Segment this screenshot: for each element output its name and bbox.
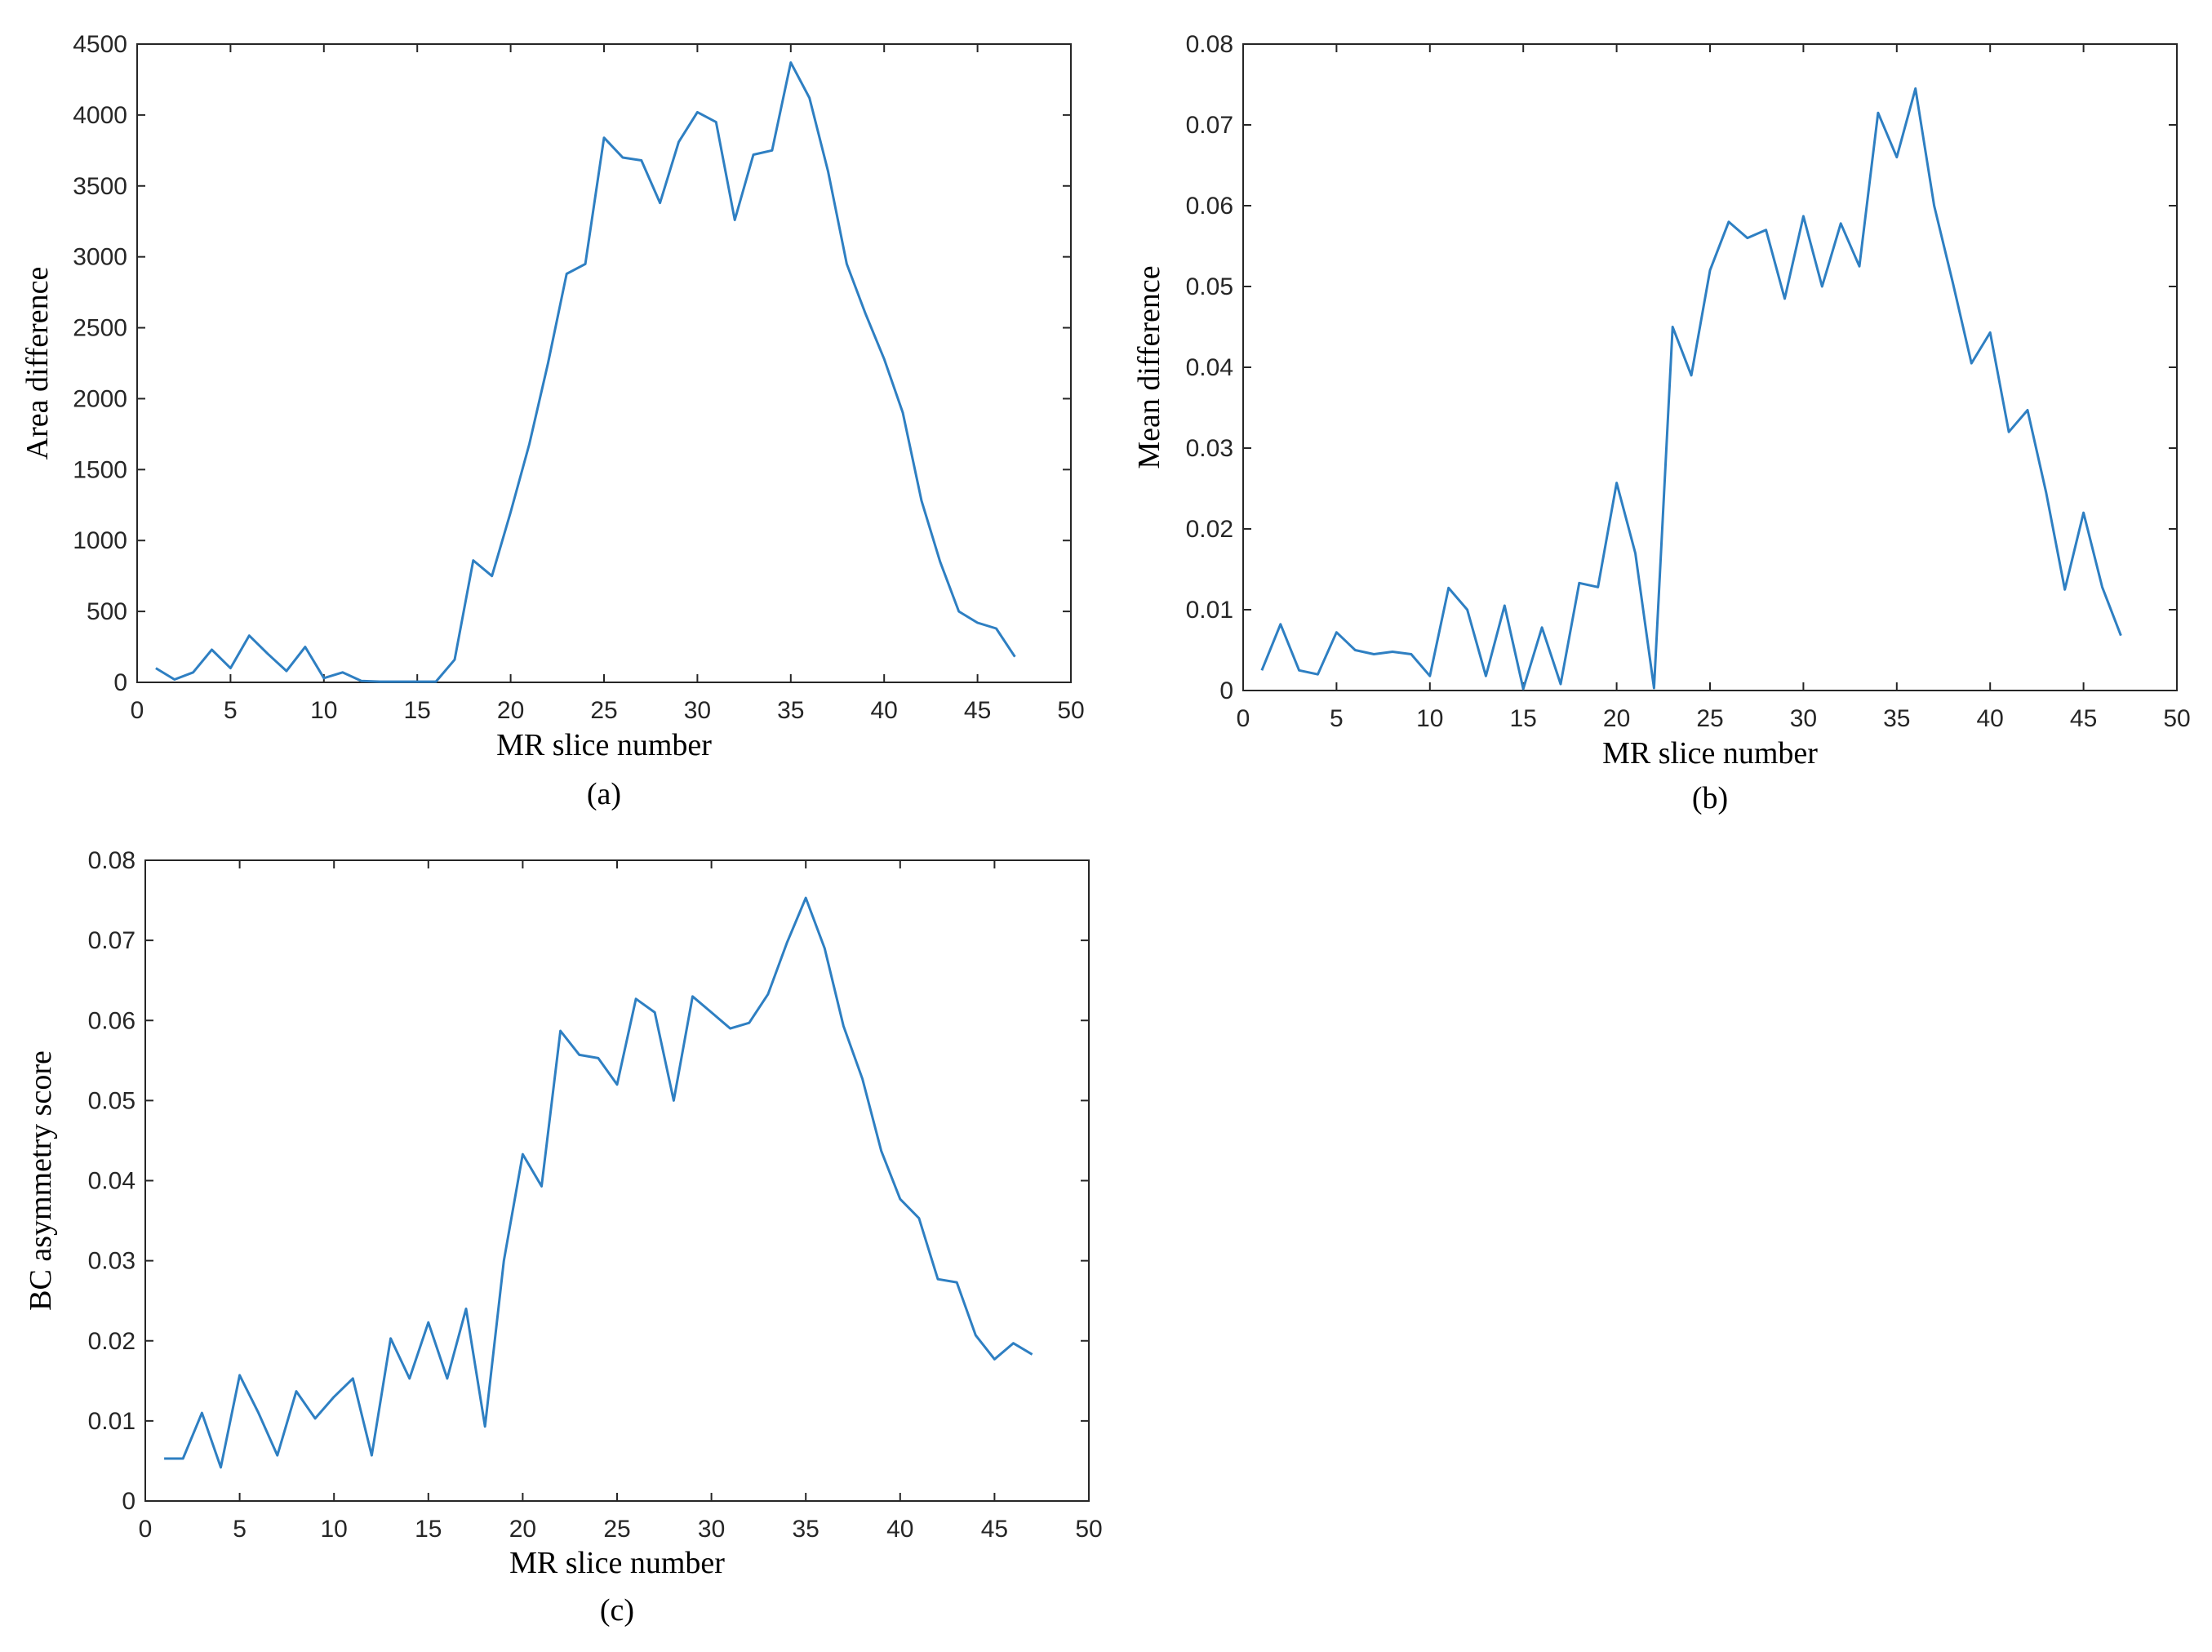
- x-tick-label: 45: [981, 1516, 1008, 1543]
- y-tick-label: 1500: [73, 456, 127, 483]
- x-tick-label: 30: [684, 697, 711, 724]
- x-tick-label: 20: [509, 1516, 536, 1543]
- y-tick-label: 4500: [73, 31, 127, 58]
- chart-c: 0 5 10 15 20 25 30 35 40 45 50 0 0.01 0.02 0.03 0.04 0.0…: [24, 847, 1103, 1628]
- x-tick-label: 45: [2070, 705, 2097, 732]
- y-tick-label: 0.06: [88, 1007, 135, 1034]
- y-tick-label: 4000: [73, 102, 127, 129]
- x-tick-label: 50: [1057, 697, 1084, 724]
- y-tick-label: 0.01: [1186, 597, 1233, 624]
- x-tick-label: 15: [404, 697, 431, 724]
- x-tick-label: 10: [1416, 705, 1443, 732]
- chart-c-series-line: [164, 896, 1033, 1469]
- x-tick-label: 5: [224, 697, 238, 724]
- x-tick-label: 25: [603, 1516, 630, 1543]
- y-tick-label: 2000: [73, 385, 127, 412]
- y-tick-label: 0.04: [1186, 354, 1233, 381]
- chart-c-y-axis-label: BC asymmetry score: [24, 1050, 58, 1311]
- y-tick-label: 3500: [73, 173, 127, 200]
- x-tick-label: 40: [871, 697, 898, 724]
- chart-a-x-axis-label: MR slice number: [496, 728, 712, 762]
- y-tick-label: 0.04: [88, 1168, 135, 1195]
- y-tick-label: 0.08: [88, 847, 135, 874]
- y-tick-label: 0.03: [1186, 435, 1233, 462]
- y-tick-label: 3000: [73, 244, 127, 271]
- chart-b-x-axis-label: MR slice number: [1602, 736, 1818, 770]
- x-tick-label: 25: [590, 697, 617, 724]
- x-tick-label: 15: [1510, 705, 1537, 732]
- y-tick-label: 0: [1219, 677, 1233, 704]
- y-tick-label: 0: [113, 669, 127, 696]
- y-tick-label: 0.05: [88, 1087, 135, 1114]
- x-tick-label: 5: [1330, 705, 1344, 732]
- y-tick-label: 500: [87, 598, 127, 625]
- y-tick-label: 0.08: [1186, 31, 1233, 58]
- x-tick-label: 10: [310, 697, 337, 724]
- x-tick-label: 35: [1883, 705, 1910, 732]
- x-tick-label: 5: [233, 1516, 247, 1543]
- y-tick-label: 0: [122, 1488, 135, 1515]
- chart-a-ticks: 0 5 10 15 20 25 30 35 40 45 5005001000150020002500…: [73, 31, 1084, 724]
- y-tick-label: 0.01: [88, 1408, 135, 1435]
- y-tick-label: 0.07: [1186, 112, 1233, 139]
- x-tick-label: 20: [1603, 705, 1630, 732]
- y-tick-label: 0.02: [88, 1328, 135, 1355]
- chart-a-series-line: [155, 61, 1016, 683]
- x-tick-label: 30: [1790, 705, 1817, 732]
- x-tick-label: 35: [777, 697, 804, 724]
- x-tick-label: 40: [1977, 705, 2004, 732]
- y-tick-label: 0.05: [1186, 273, 1233, 300]
- x-tick-label: 50: [2163, 705, 2190, 732]
- x-tick-label: 0: [1237, 705, 1250, 732]
- y-tick-label: 0.02: [1186, 516, 1233, 543]
- chart-b-panel-label: (b): [1692, 781, 1728, 815]
- chart-b: 0 5 10 15 20 25 30 35 40 45 50 0 0.01 0.02 0.03 0.04 0.0…: [1132, 31, 2191, 815]
- x-tick-label: 45: [964, 697, 991, 724]
- x-tick-label: 40: [886, 1516, 913, 1543]
- chart-b-plot-area: [1242, 43, 2178, 691]
- chart-a-panel-label: (a): [587, 777, 621, 811]
- x-tick-label: 50: [1075, 1516, 1102, 1543]
- chart-c-ticks: 0 5 10 15 20 25 30 35 40 45 50 0 0.01 0.02 0.03 0.04 0.0…: [88, 847, 1103, 1543]
- x-tick-label: 15: [415, 1516, 442, 1543]
- x-tick-label: 35: [793, 1516, 820, 1543]
- chart-c-panel-label: (c): [600, 1593, 634, 1628]
- y-tick-label: 0.03: [88, 1248, 135, 1275]
- chart-b-ticks: 0 5 10 15 20 25 30 35 40 45 50 0 0.01 0.02 0.03 0.04 0.0…: [1186, 31, 2191, 732]
- x-tick-label: 20: [497, 697, 524, 724]
- chart-b-y-axis-label: Mean difference: [1132, 265, 1166, 469]
- x-tick-label: 10: [321, 1516, 348, 1543]
- y-tick-label: 1000: [73, 527, 127, 554]
- x-tick-label: 0: [131, 697, 144, 724]
- y-tick-label: 0.06: [1186, 193, 1233, 220]
- chart-b-series-line: [1260, 87, 2122, 691]
- y-tick-label: 0.07: [88, 927, 135, 954]
- x-tick-label: 25: [1696, 705, 1723, 732]
- chart-c-x-axis-label: MR slice number: [509, 1546, 725, 1580]
- chart-c-plot-area: [144, 859, 1090, 1502]
- x-tick-label: 0: [139, 1516, 153, 1543]
- chart-a: 0 5 10 15 20 25 30 35 40 45 5005001000150020002500…: [20, 31, 1085, 811]
- x-tick-label: 30: [698, 1516, 725, 1543]
- y-tick-label: 2500: [73, 315, 127, 342]
- chart-a-y-axis-label: Area difference: [20, 267, 55, 460]
